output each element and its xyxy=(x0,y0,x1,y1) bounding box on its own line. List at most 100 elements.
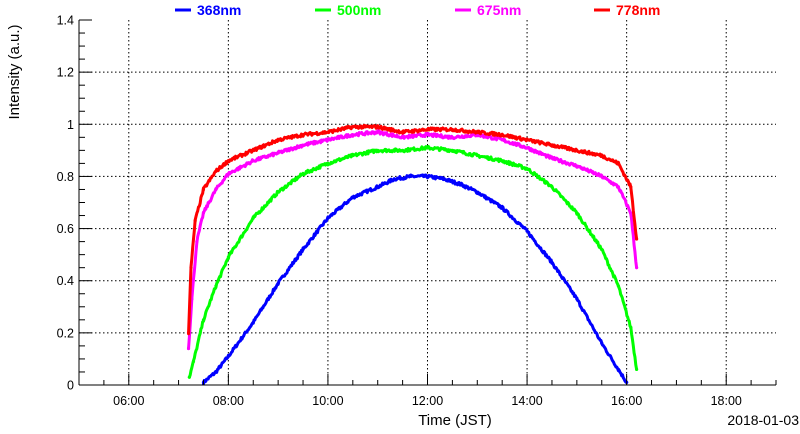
data-point-368nm xyxy=(226,354,230,358)
data-point-675nm xyxy=(351,133,355,137)
data-point-778nm xyxy=(600,153,604,158)
data-point-778nm xyxy=(401,130,405,134)
x-tick-label: 18:00 xyxy=(711,394,742,408)
data-point-500nm xyxy=(351,153,355,158)
data-point-368nm xyxy=(616,367,620,371)
data-point-778nm xyxy=(301,133,305,137)
data-point-500nm xyxy=(500,159,504,163)
y-tick-label: 0.4 xyxy=(57,274,74,288)
data-point-675nm xyxy=(301,143,305,147)
data-point-675nm xyxy=(276,151,280,155)
data-point-368nm xyxy=(301,247,305,252)
data-point-500nm xyxy=(326,161,330,165)
data-point-500nm xyxy=(187,375,191,379)
data-point-500nm xyxy=(214,284,218,288)
legend-item-368nm: 368nm xyxy=(175,2,241,18)
x-tick-label: 14:00 xyxy=(511,394,542,408)
legend-label: 675nm xyxy=(477,2,521,18)
data-point-778nm xyxy=(226,159,230,163)
data-point-368nm xyxy=(251,320,255,325)
data-point-675nm xyxy=(500,138,504,142)
legend-item-500nm: 500nm xyxy=(315,2,381,18)
data-point-368nm xyxy=(276,281,280,285)
data-point-675nm xyxy=(616,185,620,189)
data-point-778nm xyxy=(450,127,454,132)
data-point-675nm xyxy=(195,240,199,244)
date-label: 2018-01-03 xyxy=(727,412,799,428)
legend-label: 500nm xyxy=(337,2,381,18)
data-point-778nm xyxy=(575,148,579,152)
data-point-778nm xyxy=(500,133,504,137)
data-point-500nm xyxy=(575,211,579,215)
data-point-500nm xyxy=(629,326,633,330)
axis-ticks xyxy=(78,19,777,386)
data-point-675nm xyxy=(629,211,633,215)
data-point-675nm xyxy=(401,135,405,139)
data-point-778nm xyxy=(475,130,479,134)
legend: 368nm 500nm 675nm 778nm xyxy=(175,2,660,18)
data-point-500nm xyxy=(450,148,454,152)
series-500nm xyxy=(187,144,639,379)
y-tick-label: 0.6 xyxy=(57,222,74,236)
data-point-500nm xyxy=(201,318,206,322)
data-point-778nm xyxy=(376,125,380,129)
y-tick-label: 1.4 xyxy=(57,14,74,28)
series-675nm xyxy=(186,129,639,351)
y-tick-label: 0.8 xyxy=(57,170,74,184)
data-point-778nm xyxy=(193,219,197,223)
data-point-368nm xyxy=(214,370,218,374)
data-point-500nm xyxy=(525,167,529,171)
data-point-368nm xyxy=(575,297,579,301)
x-tick-label: 16:00 xyxy=(611,394,642,408)
data-point-500nm xyxy=(550,185,554,189)
data-point-778nm xyxy=(629,185,633,189)
tick-labels: 06:00 08:00 10:00 12:00 14:00 16:00 18:00 0 0.2 0… xyxy=(57,14,742,409)
data-point-675nm xyxy=(575,164,579,168)
data-point-368nm xyxy=(550,260,554,265)
data-point-778nm xyxy=(186,331,191,335)
data-point-778nm xyxy=(550,143,554,147)
data-point-500nm xyxy=(616,284,620,288)
x-tick-label: 12:00 xyxy=(412,394,443,408)
data-point-500nm xyxy=(600,247,604,252)
data-point-500nm xyxy=(401,148,405,152)
data-point-675nm xyxy=(550,156,554,160)
x-tick-label: 06:00 xyxy=(113,394,144,408)
data-point-368nm xyxy=(351,195,355,199)
y-tick-label: 1.2 xyxy=(57,66,74,80)
data-point-778nm xyxy=(616,161,620,165)
data-point-778nm xyxy=(214,169,218,173)
series-line-368nm xyxy=(201,173,629,386)
data-point-675nm xyxy=(450,135,454,139)
data-point-500nm xyxy=(276,190,280,194)
legend-item-675nm: 675nm xyxy=(455,2,521,18)
series-line-675nm xyxy=(187,129,639,351)
data-point-368nm xyxy=(442,177,446,181)
y-tick-label: 0 xyxy=(67,379,74,393)
data-point-500nm xyxy=(635,367,639,371)
legend-label: 368nm xyxy=(197,2,241,18)
data-point-778nm xyxy=(201,187,206,192)
data-point-368nm xyxy=(475,190,479,194)
data-point-675nm xyxy=(326,138,330,142)
data-point-500nm xyxy=(251,216,255,220)
data-point-500nm xyxy=(226,255,230,259)
data-point-778nm xyxy=(251,148,255,152)
legend-label: 778nm xyxy=(616,2,660,18)
data-point-778nm xyxy=(189,266,193,270)
data-point-778nm xyxy=(351,125,355,129)
data-point-778nm xyxy=(425,127,430,132)
data-point-368nm xyxy=(409,174,413,179)
series-line-500nm xyxy=(187,144,639,379)
data-point-500nm xyxy=(425,146,430,150)
data-point-368nm xyxy=(392,177,396,181)
data-point-778nm xyxy=(525,138,529,142)
data-point-778nm xyxy=(635,237,639,241)
data-point-675nm xyxy=(214,187,218,192)
data-point-368nm xyxy=(500,206,504,210)
data-point-675nm xyxy=(635,266,639,270)
series-778nm xyxy=(186,123,639,336)
x-axis-title: Time (JST) xyxy=(418,412,492,429)
grid-lines xyxy=(79,20,776,385)
